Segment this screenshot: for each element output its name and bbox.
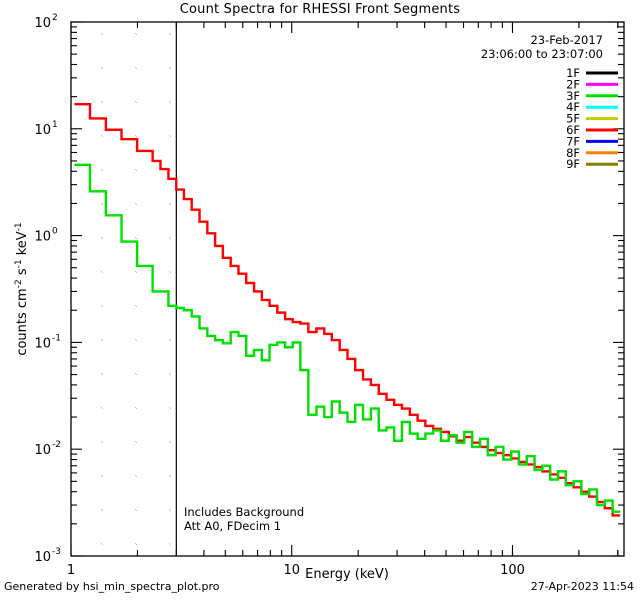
- legend-label-7f: 7F: [566, 134, 580, 148]
- svg-text:10: 10: [34, 443, 51, 458]
- svg-text:10: 10: [34, 123, 51, 138]
- svg-text:10: 10: [34, 550, 51, 565]
- svg-text:10: 10: [34, 230, 51, 245]
- page-title: Count Spectra for RHESSI Front Segments: [179, 2, 461, 17]
- observation-date: 23-Feb-2017: [530, 33, 603, 47]
- legend-label-9f: 9F: [566, 157, 580, 171]
- footer-generator: Generated by hsi_min_spectra_plot.pro: [4, 580, 220, 593]
- axis-ticks: [70, 21, 624, 557]
- svg-text:1: 1: [52, 120, 58, 130]
- y-tick-label: 10 2: [34, 13, 57, 31]
- x-axis-label: Energy (keV): [305, 567, 389, 582]
- y-tick-label: 10 -3: [34, 547, 61, 565]
- svg-text:-3: -3: [52, 547, 61, 557]
- legend-label-4f: 4F: [566, 100, 580, 114]
- y-axis-label: counts cm-2 s-1 keV-1: [14, 222, 30, 355]
- svg-text:10: 10: [34, 336, 51, 351]
- series-line-3f: [74, 163, 621, 513]
- y-tick-label: 10 0: [34, 227, 58, 245]
- observation-time-range: 23:06:00 to 23:07:00: [481, 47, 603, 61]
- svg-text:10: 10: [34, 16, 51, 31]
- x-tick-label: 1: [67, 563, 75, 578]
- y-tick-label: 10 -2: [34, 440, 61, 458]
- annotation-includes-background: Includes Background: [184, 505, 304, 519]
- y-axis-label-text: counts cm-2 s-1 keV-1: [14, 222, 30, 355]
- x-tick-label: 100: [500, 563, 525, 578]
- x-tick-label: 10: [283, 563, 300, 578]
- plot-frame: [70, 21, 625, 557]
- svg-text:0: 0: [52, 227, 58, 237]
- legend-label-6f: 6F: [566, 123, 580, 137]
- svg-text:2: 2: [52, 13, 58, 23]
- legend-label-5f: 5F: [566, 112, 580, 126]
- hatch-band: [71, 22, 177, 556]
- y-tick-label: 10 1: [34, 120, 57, 138]
- series-line-6f: [74, 102, 621, 517]
- legend-label-8f: 8F: [566, 146, 580, 160]
- legend-label-1f: 1F: [566, 66, 580, 80]
- legend-label-3f: 3F: [566, 89, 580, 103]
- y-tick-label: 10 -1: [34, 333, 61, 351]
- annotation-attenuator-state: Att A0, FDecim 1: [184, 519, 281, 533]
- data-series-layer: [74, 102, 621, 517]
- footer-timestamp: 27-Apr-2023 11:54: [530, 580, 634, 593]
- svg-text:-2: -2: [52, 440, 61, 450]
- svg-text:-1: -1: [52, 333, 61, 343]
- legend-label-2f: 2F: [566, 77, 580, 91]
